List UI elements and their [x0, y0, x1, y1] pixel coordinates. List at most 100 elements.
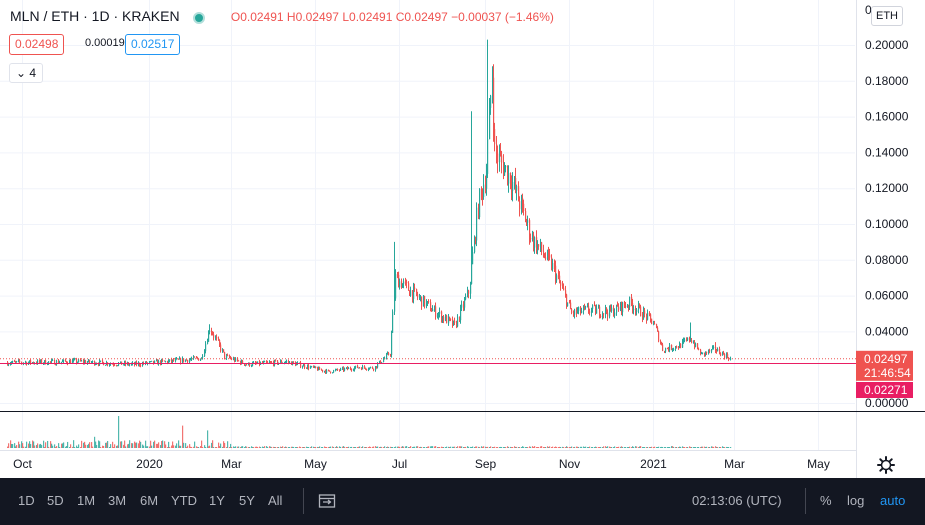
- percent-scale-toggle[interactable]: %: [820, 493, 832, 508]
- volume-bar: [80, 447, 82, 448]
- volume-bar: [599, 447, 601, 448]
- candle-body: [344, 368, 346, 371]
- ask-price-button[interactable]: 0.02517: [125, 34, 181, 55]
- candle-body: [211, 330, 213, 333]
- bid-price-button[interactable]: 0.02498: [9, 34, 65, 55]
- volume-bar: [556, 447, 558, 448]
- candle-body: [223, 349, 225, 352]
- candle-body: [139, 362, 141, 366]
- volume-bar: [145, 440, 147, 448]
- chart-canvas[interactable]: 0.20000 0.18000 0.16000 0.14000 0.12000 0.100…: [0, 0, 925, 478]
- range-6m-button[interactable]: 6M: [140, 493, 159, 508]
- volume-bar: [697, 447, 699, 448]
- volume-bar: [222, 446, 224, 448]
- volume-bar: [686, 447, 688, 448]
- range-5d-button[interactable]: 5D: [47, 493, 64, 508]
- range-ytd-button[interactable]: YTD: [171, 493, 197, 508]
- volume-bar: [442, 447, 444, 448]
- range-all-button[interactable]: All: [268, 493, 283, 508]
- volume-bar: [151, 445, 153, 448]
- currency-unit-button[interactable]: ETH: [871, 6, 903, 26]
- volume-bar: [538, 447, 540, 448]
- log-scale-toggle[interactable]: log: [847, 493, 865, 508]
- candle-body: [614, 312, 616, 316]
- range-5y-button[interactable]: 5Y: [239, 493, 255, 508]
- volume-bar: [533, 447, 535, 448]
- candle-body: [660, 341, 662, 343]
- range-3m-button[interactable]: 3M: [108, 493, 127, 508]
- date-range-icon[interactable]: [318, 491, 336, 511]
- volume-bar: [129, 440, 131, 448]
- candle-body: [270, 362, 272, 364]
- volume-bar: [606, 447, 608, 448]
- volume-bar: [450, 446, 452, 448]
- volume-bar: [667, 447, 669, 448]
- candle-body: [398, 274, 400, 288]
- volume-bar: [252, 447, 254, 448]
- candle-body: [241, 360, 243, 364]
- volume-bar: [423, 447, 425, 448]
- volume-bar: [296, 447, 298, 448]
- candle-body: [489, 107, 491, 140]
- horizontal-line-value: 0.02271: [864, 383, 908, 397]
- volume-bar: [452, 446, 454, 448]
- price-axis[interactable]: 0.20000 0.18000 0.16000 0.14000 0.12000 0.100…: [865, 38, 909, 410]
- market-status-icon[interactable]: [193, 11, 206, 24]
- volume-bar: [519, 447, 521, 448]
- candle-body: [10, 363, 12, 365]
- volume-bar: [482, 446, 484, 448]
- volume-bar: [135, 442, 137, 448]
- auto-scale-toggle[interactable]: auto: [880, 493, 906, 508]
- candle-body: [529, 220, 531, 239]
- time-tick-label: Nov: [559, 457, 580, 471]
- candle-body: [58, 360, 60, 364]
- close-value: 0.02497: [404, 10, 448, 24]
- utc-clock[interactable]: 02:13:06 (UTC): [692, 493, 782, 508]
- time-axis[interactable]: Oct 2020 Mar May Jul Sep Nov 2021 Mar May: [13, 457, 830, 471]
- candle-series: [7, 39, 732, 374]
- volume-bar: [251, 446, 253, 448]
- candle-body: [65, 359, 67, 362]
- volume-bar: [73, 440, 75, 448]
- volume-bar: [313, 446, 315, 448]
- volume-bar: [583, 446, 585, 448]
- volume-bar: [706, 446, 708, 448]
- volume-bar: [202, 447, 204, 448]
- volume-bar: [441, 446, 443, 448]
- volume-bar: [347, 447, 349, 448]
- range-1y-button[interactable]: 1Y: [209, 493, 225, 508]
- candle-body: [112, 363, 114, 365]
- candle-body: [610, 306, 612, 311]
- candle-body: [16, 361, 18, 363]
- volume-bar: [494, 446, 496, 448]
- volume-bar: [187, 445, 189, 448]
- volume-bar: [657, 447, 659, 448]
- candle-body: [522, 198, 524, 204]
- candle-body: [369, 367, 371, 370]
- range-1m-button[interactable]: 1M: [77, 493, 96, 508]
- volume-bar: [505, 447, 507, 448]
- candle-body: [275, 360, 277, 362]
- volume-bar: [67, 441, 69, 448]
- candle-body: [505, 165, 507, 168]
- volume-bar: [636, 446, 638, 448]
- candle-body: [494, 129, 496, 145]
- volume-bar: [18, 441, 20, 448]
- indicators-collapse-button[interactable]: ⌄ 4: [9, 63, 44, 83]
- volume-bar: [576, 446, 578, 448]
- volume-bar: [577, 446, 579, 448]
- volume-bar: [372, 446, 374, 448]
- volume-bar: [292, 446, 294, 448]
- volume-bar: [249, 447, 251, 448]
- volume-bar: [156, 443, 158, 448]
- toolbar-separator: [303, 488, 304, 514]
- volume-bar: [19, 444, 21, 448]
- price-tick-label: 0.20000: [865, 38, 909, 52]
- chart-legend[interactable]: MLN / ETH · 1D · KRAKEN O0.02491 H0.0249…: [10, 8, 554, 24]
- range-1d-button[interactable]: 1D: [18, 493, 35, 508]
- settings-gear-icon[interactable]: [876, 455, 896, 475]
- volume-bar: [514, 446, 516, 448]
- volume-bar: [274, 447, 276, 448]
- symbol-title[interactable]: MLN / ETH · 1D · KRAKEN: [10, 8, 180, 24]
- candle-body: [687, 337, 689, 341]
